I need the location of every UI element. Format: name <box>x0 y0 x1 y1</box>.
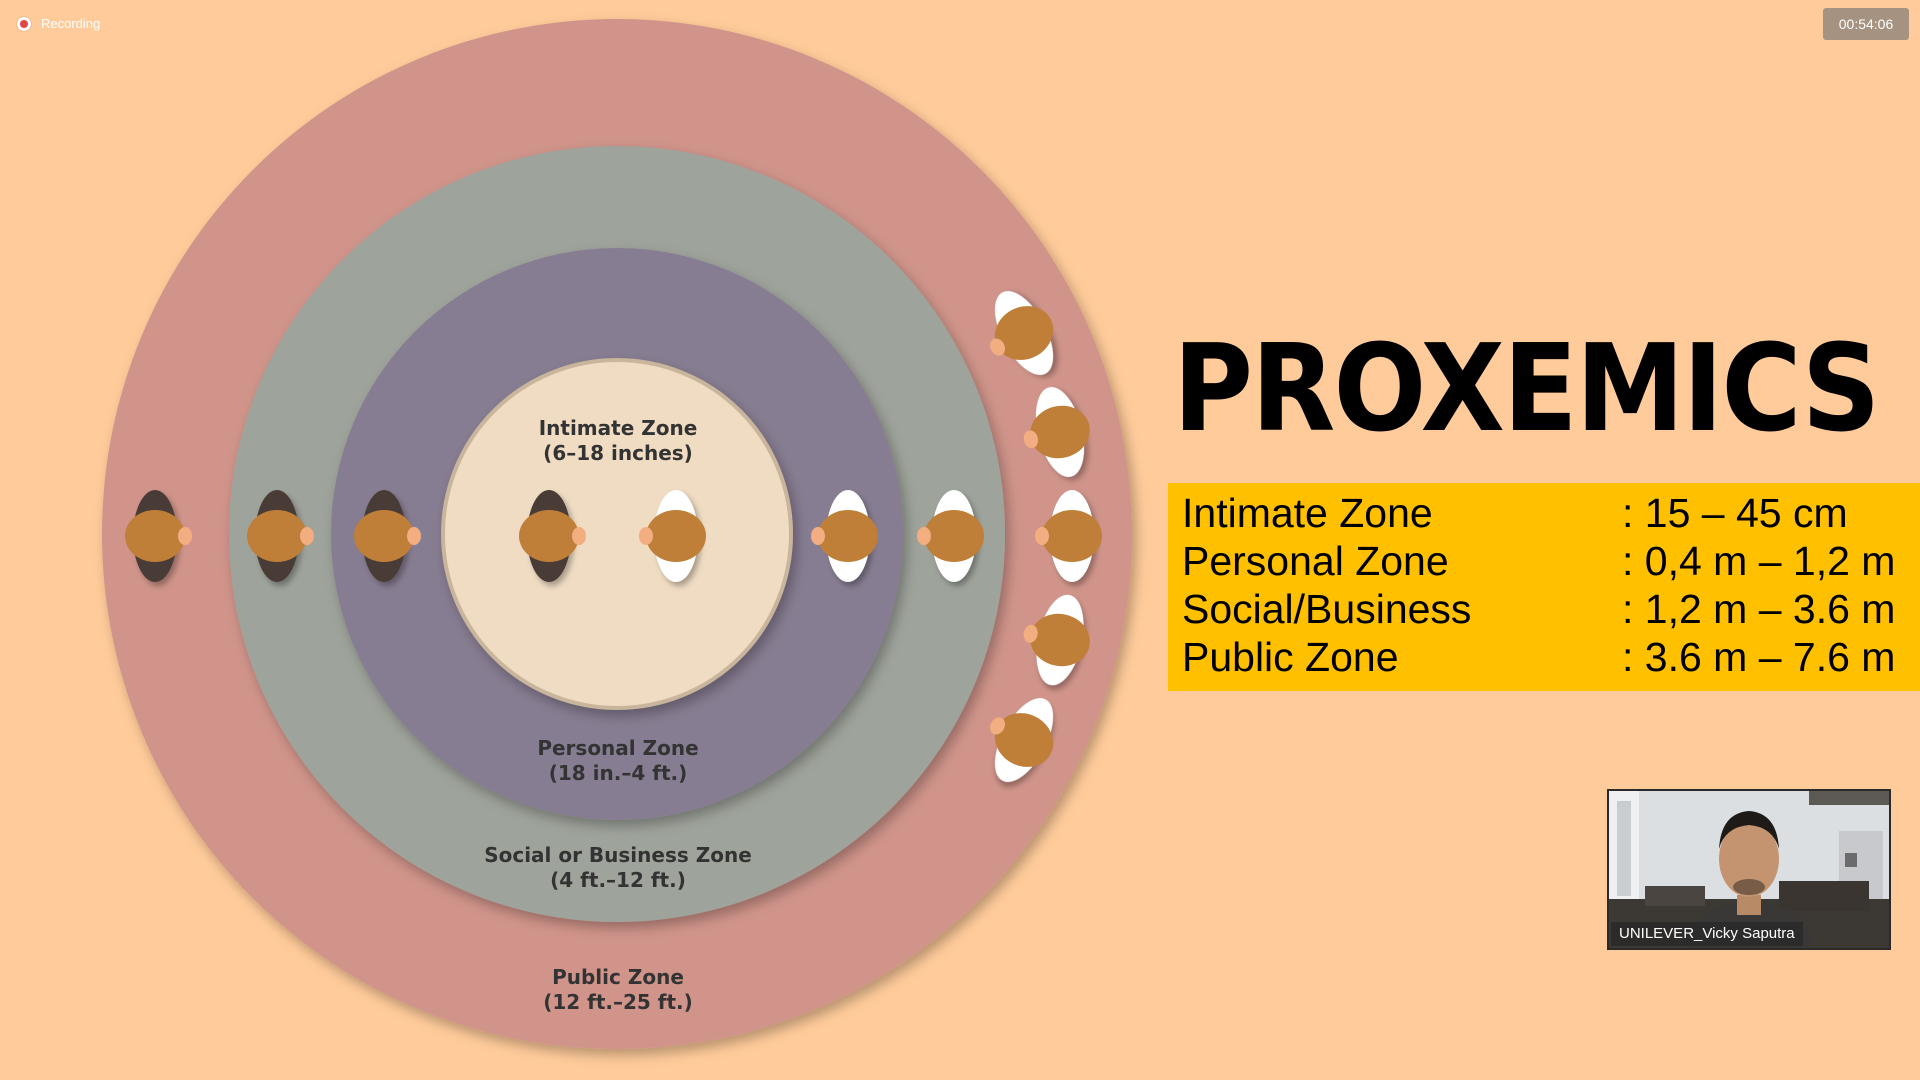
person-light <box>1023 387 1090 477</box>
zone-value: : 1,2 m – 3.6 m <box>1622 586 1896 632</box>
slide-title: PROXEMICS <box>1173 320 1880 459</box>
person-light <box>1023 594 1090 686</box>
participant-name-label: UNILEVER_Vicky Saputra <box>1611 922 1803 946</box>
zone-name: Public Zone <box>1182 634 1399 680</box>
zone-row-public: Public Zone : 3.6 m – 7.6 m <box>1182 633 1906 681</box>
personal-zone-range: (18 in.–4 ft.) <box>549 761 688 785</box>
participant-video-tile[interactable]: UNILEVER_Vicky Saputra <box>1607 789 1891 950</box>
person-dark <box>125 490 192 582</box>
proxemics-diagram: Intimate Zone (6–18 inches) Personal Zon… <box>102 19 1132 1049</box>
zone-value: : 15 – 45 cm <box>1622 490 1848 536</box>
zone-value: : 0,4 m – 1,2 m <box>1622 538 1896 584</box>
meeting-timer: 00:54:06 <box>1823 8 1909 40</box>
recording-label: Recording <box>41 16 101 31</box>
person-light <box>990 698 1054 782</box>
person-light <box>990 291 1054 375</box>
person-dark <box>354 490 421 582</box>
person-light <box>811 490 878 582</box>
zone-row-intimate: Intimate Zone : 15 – 45 cm <box>1182 489 1906 537</box>
personal-zone-label: Personal Zone <box>537 736 698 760</box>
public-zone-range: (12 ft.–25 ft.) <box>543 990 693 1014</box>
record-icon <box>17 16 31 31</box>
intimate-zone-label: Intimate Zone <box>539 416 698 440</box>
person-dark <box>247 490 314 582</box>
social-zone-range: (4 ft.–12 ft.) <box>550 868 686 892</box>
intimate-zone-range: (6–18 inches) <box>543 441 693 465</box>
zone-value: : 3.6 m – 7.6 m <box>1622 634 1896 680</box>
person-light <box>639 490 706 582</box>
person-light <box>917 490 984 582</box>
public-zone-label: Public Zone <box>552 965 684 989</box>
zone-distance-table: Intimate Zone : 15 – 45 cm Personal Zone… <box>1168 483 1920 691</box>
person-dark <box>519 490 586 582</box>
intimate-zone-circle <box>441 358 793 710</box>
zone-name: Social/Business <box>1182 586 1472 632</box>
person-light <box>1035 490 1102 582</box>
recording-indicator[interactable]: Recording <box>17 16 100 31</box>
zone-name: Personal Zone <box>1182 538 1449 584</box>
zone-row-social: Social/Business : 1,2 m – 3.6 m <box>1182 585 1906 633</box>
zone-name: Intimate Zone <box>1182 490 1433 536</box>
zone-row-personal: Personal Zone : 0,4 m – 1,2 m <box>1182 537 1906 585</box>
social-zone-label: Social or Business Zone <box>484 843 752 867</box>
